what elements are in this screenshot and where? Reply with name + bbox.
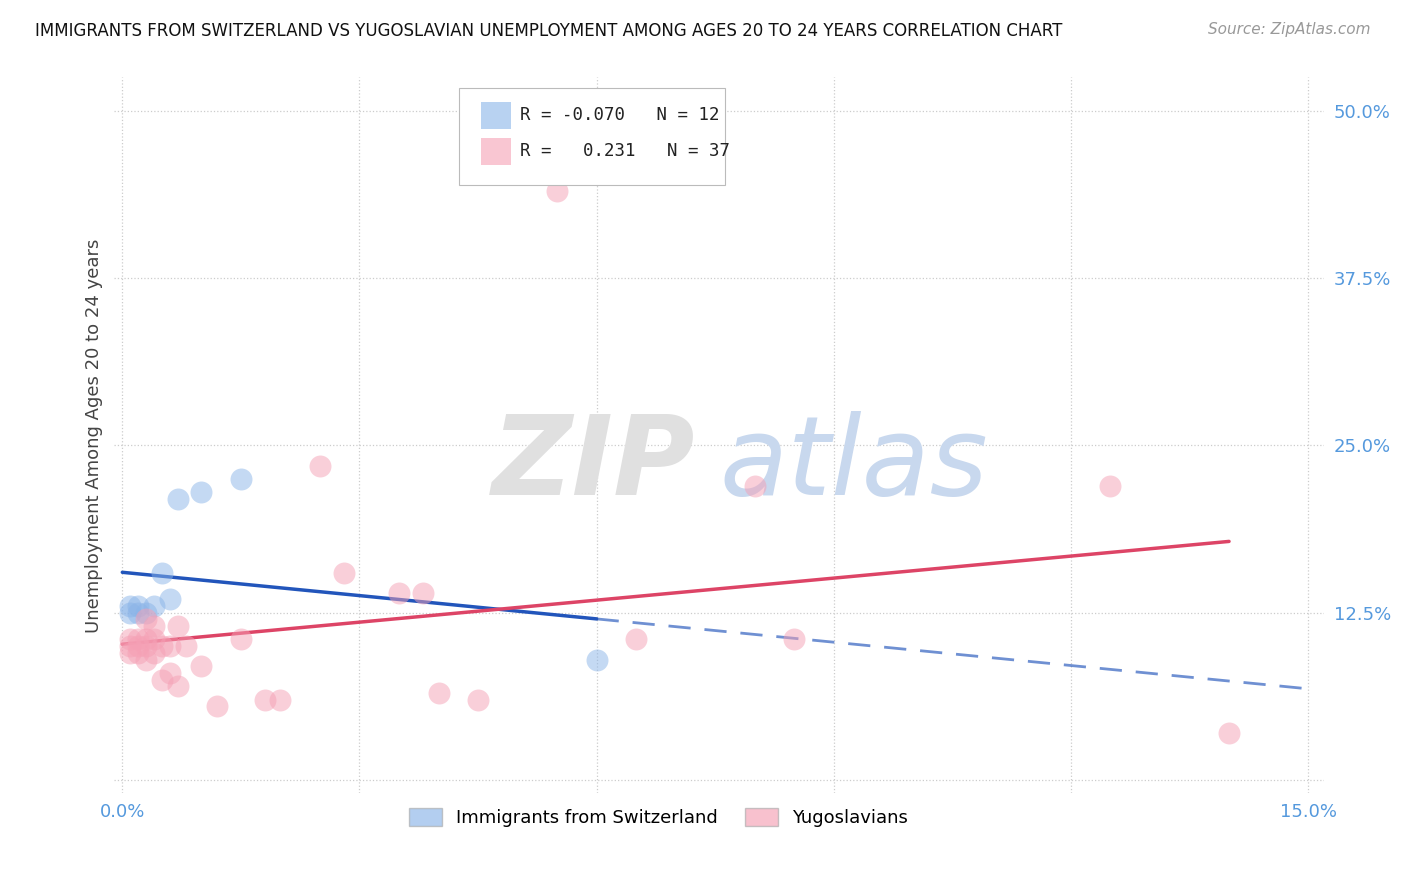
Point (127, 646, 149, 660)
Point (159, 665, 181, 680)
Text: Source: ZipAtlas.com: Source: ZipAtlas.com (1208, 22, 1371, 37)
Point (135, 632, 157, 647)
Point (783, 632, 806, 647)
Legend: Immigrants from Switzerland, Yugoslavians: Immigrants from Switzerland, Yugoslavian… (402, 801, 915, 834)
Point (142, 599, 165, 613)
Point (127, 606, 149, 620)
FancyBboxPatch shape (460, 88, 725, 185)
Point (388, 585, 411, 599)
Point (190, 659, 212, 673)
Point (120, 632, 142, 647)
Point (190, 485, 212, 500)
Point (166, 619, 188, 633)
Point (142, 632, 165, 647)
Point (585, 652, 607, 666)
Point (120, 646, 142, 660)
Point (624, 632, 647, 647)
Point (309, 458, 332, 473)
FancyBboxPatch shape (481, 102, 512, 129)
Point (1218, 726, 1240, 740)
Point (127, 599, 149, 613)
FancyBboxPatch shape (481, 137, 512, 165)
Point (159, 592, 181, 607)
Text: R =   0.231   N = 37: R = 0.231 N = 37 (520, 142, 730, 161)
Y-axis label: Unemployment Among Ages 20 to 24 years: Unemployment Among Ages 20 to 24 years (86, 238, 103, 632)
Point (135, 652, 157, 666)
Point (332, 566, 354, 580)
Point (127, 639, 149, 653)
Point (174, 639, 197, 653)
Point (229, 472, 252, 486)
Point (546, 184, 568, 198)
Point (142, 646, 165, 660)
Point (253, 692, 276, 706)
Point (150, 639, 173, 653)
Point (205, 699, 228, 714)
Point (427, 686, 450, 700)
Point (744, 478, 766, 492)
Point (166, 491, 188, 506)
Text: IMMIGRANTS FROM SWITZERLAND VS YUGOSLAVIAN UNEMPLOYMENT AMONG AGES 20 TO 24 YEAR: IMMIGRANTS FROM SWITZERLAND VS YUGOSLAVI… (35, 22, 1063, 40)
Point (150, 566, 173, 580)
Point (127, 632, 149, 647)
Point (166, 679, 188, 693)
Point (467, 692, 489, 706)
Point (229, 632, 252, 647)
Point (150, 673, 173, 687)
Point (135, 606, 157, 620)
Point (120, 639, 142, 653)
Point (120, 599, 142, 613)
Text: R = -0.070   N = 12: R = -0.070 N = 12 (520, 106, 718, 124)
Point (135, 612, 157, 626)
Point (135, 639, 157, 653)
Point (159, 639, 181, 653)
Point (120, 606, 142, 620)
Text: ZIP: ZIP (492, 410, 695, 517)
Point (412, 585, 434, 599)
Point (269, 692, 291, 706)
Point (142, 619, 165, 633)
Text: atlas: atlas (718, 410, 988, 517)
Point (1099, 478, 1122, 492)
